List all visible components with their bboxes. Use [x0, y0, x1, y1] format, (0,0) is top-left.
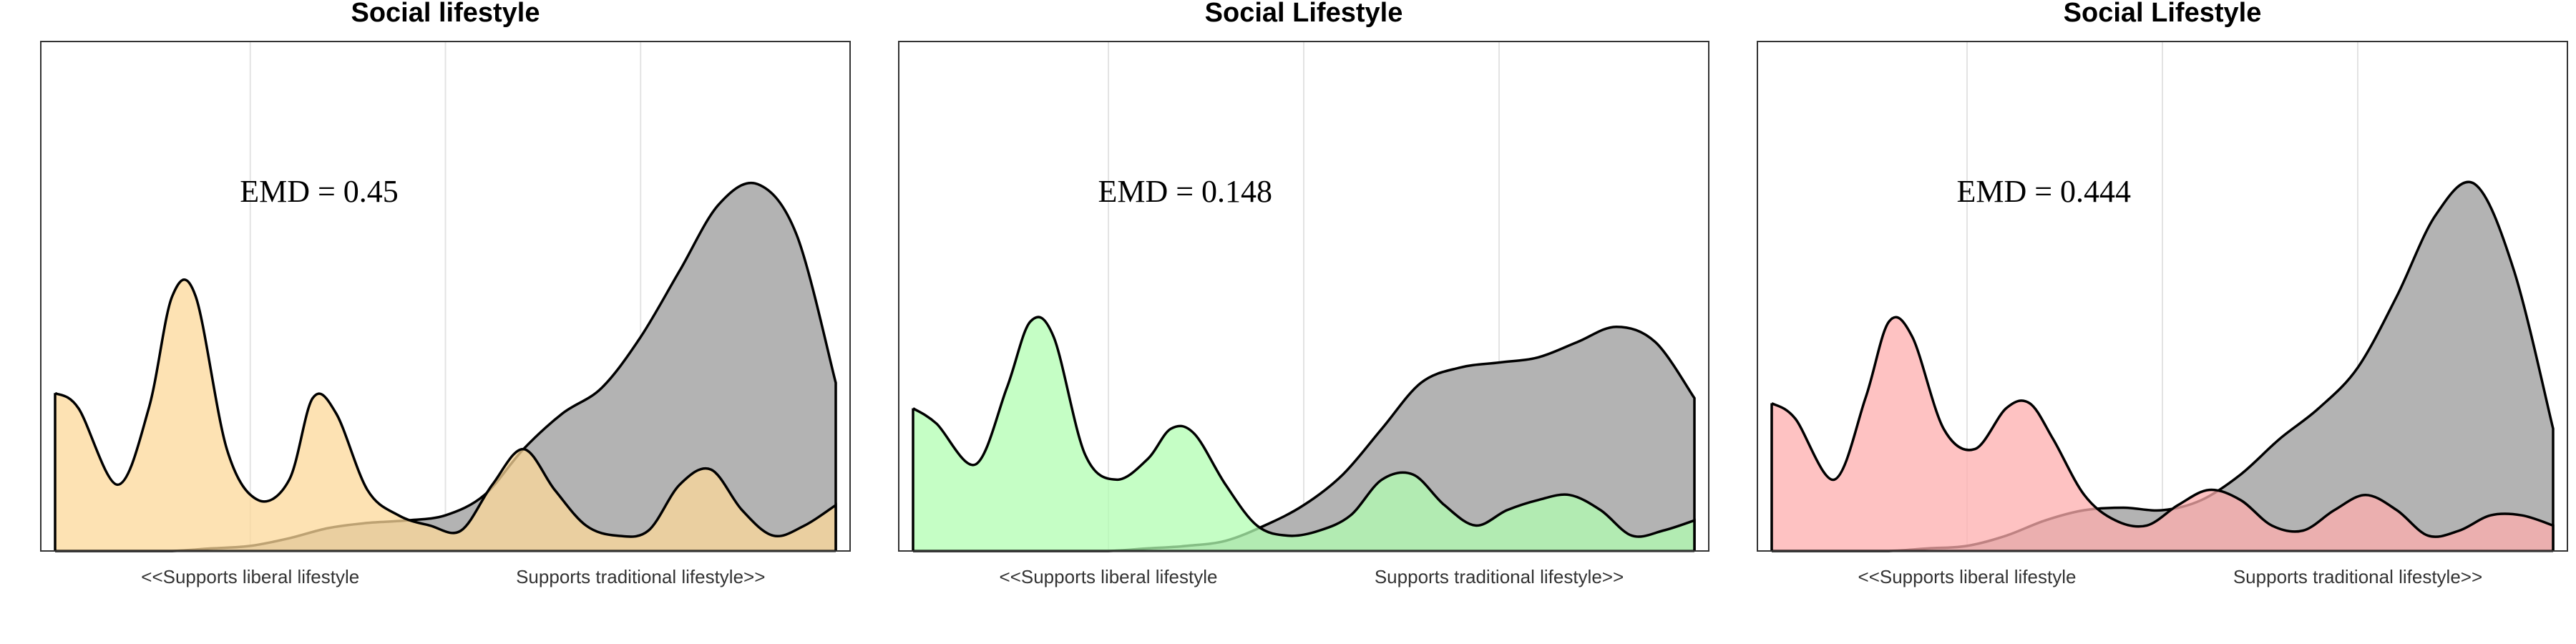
emd-annotation: EMD = 0.148	[1098, 174, 1272, 209]
panel-frame	[40, 41, 851, 552]
x-tick-label-2: Supports traditional lifestyle>>	[516, 566, 765, 587]
density-area-2	[913, 316, 1694, 551]
panel-frame	[898, 41, 1709, 552]
chart-panel-2: Social Lifestyle EMD = 0.148 <<Supports li…	[898, 0, 1709, 587]
emd-annotation: EMD = 0.444	[1956, 174, 2131, 209]
density-area-2	[1772, 317, 2553, 551]
x-tick-label-2: Supports traditional lifestyle>>	[2233, 566, 2482, 587]
density-line-2	[54, 278, 837, 551]
density-area-1	[913, 326, 1694, 551]
x-tick-label-1: <<Supports liberal lifestyle	[1858, 566, 2077, 587]
panel-title: Social Lifestyle	[1205, 0, 1403, 28]
panel-frame	[1757, 41, 2568, 552]
chart-panel-1: Social lifestyle EMD = 0.45 <<Supports lib…	[40, 0, 851, 587]
panel-title: Social Lifestyle	[2064, 0, 2262, 28]
x-tick-label-2: Supports traditional lifestyle>>	[1375, 566, 1624, 587]
density-line-2	[912, 316, 1696, 551]
density-area-1	[55, 182, 836, 551]
emd-annotation: EMD = 0.45	[240, 174, 399, 209]
density-area-2	[55, 279, 836, 551]
x-tick-label-1: <<Supports liberal lifestyle	[141, 566, 359, 587]
x-tick-label-1: <<Supports liberal lifestyle	[1000, 566, 1218, 587]
chart-panel-3: Social Lifestyle EMD = 0.444 <<Supports li…	[1757, 0, 2568, 587]
panel-title: Social lifestyle	[351, 0, 540, 28]
density-area-1	[1772, 182, 2553, 551]
density-line-2	[1770, 316, 2555, 551]
